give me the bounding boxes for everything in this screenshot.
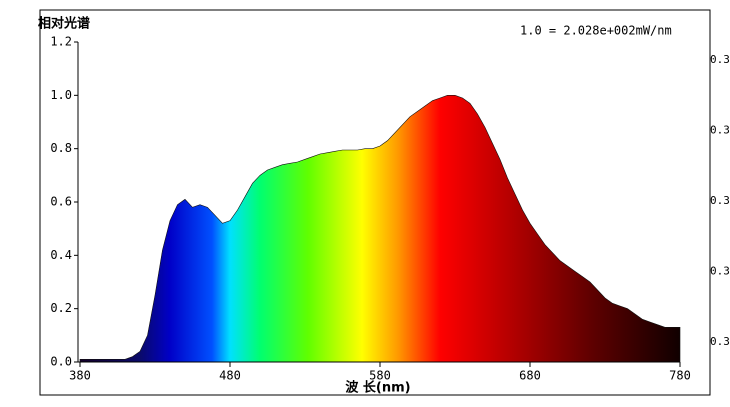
spectrum-area bbox=[79, 95, 681, 363]
y-tick-label: 0.4 bbox=[50, 248, 72, 262]
side-label: 0.3 bbox=[710, 194, 730, 207]
x-tick-label: 780 bbox=[669, 369, 691, 383]
side-label: 0.3 bbox=[710, 53, 730, 66]
x-tick-label: 480 bbox=[219, 369, 241, 383]
y-tick-label: 0.2 bbox=[50, 301, 72, 315]
x-tick-label: 380 bbox=[69, 369, 91, 383]
side-label: 0.3 bbox=[710, 265, 730, 278]
y-tick-label: 0.0 bbox=[50, 355, 72, 369]
x-tick-label: 680 bbox=[519, 369, 541, 383]
chart-title: 相对光谱 bbox=[38, 16, 90, 32]
y-tick-label: 1.0 bbox=[50, 88, 72, 102]
annotation: 1.0 = 2.028e+002mW/nm bbox=[520, 24, 672, 38]
frame bbox=[39, 9, 711, 396]
side-label: 0.3 bbox=[710, 124, 730, 137]
side-label: 0.3 bbox=[710, 335, 730, 348]
x-axis-label: 波 长(nm) bbox=[345, 380, 410, 396]
y-tick-label: 1.2 bbox=[50, 35, 72, 49]
y-tick-label: 0.8 bbox=[50, 141, 72, 155]
x-tick-label: 580 bbox=[369, 369, 391, 383]
y-tick-label: 0.6 bbox=[50, 195, 72, 209]
